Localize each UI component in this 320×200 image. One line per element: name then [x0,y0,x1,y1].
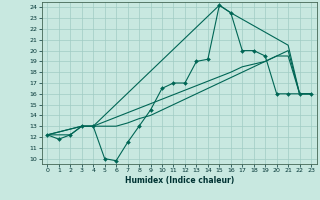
X-axis label: Humidex (Indice chaleur): Humidex (Indice chaleur) [124,176,234,185]
